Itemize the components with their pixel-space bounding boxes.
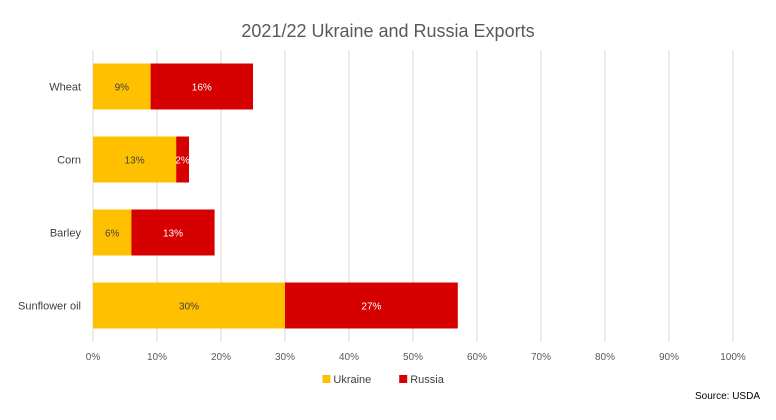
x-tick-labels: 0% 10% 20% 30% 40% 50% 60% 70% 80% 90% 100%: [86, 352, 746, 363]
x-tick-label: 30%: [275, 352, 295, 363]
chart-title: 2021/22 Ukraine and Russia Exports: [241, 21, 534, 41]
bars: 9% 16% 13% 2% 6% 13% 30% 27%: [93, 63, 458, 329]
category-label: Corn: [57, 155, 81, 167]
data-label: 9%: [115, 83, 130, 94]
x-tick-label: 40%: [339, 352, 359, 363]
x-tick-label: 60%: [467, 352, 487, 363]
bar-ukraine: [93, 63, 151, 110]
x-tick-label: 90%: [659, 352, 679, 363]
data-label: 27%: [361, 302, 381, 313]
bar-russia: [131, 209, 215, 256]
bar-russia: [285, 282, 458, 329]
category-label: Barley: [50, 228, 82, 240]
data-label: 13%: [125, 156, 145, 167]
legend-label: Ukraine: [333, 374, 371, 386]
x-tick-label: 50%: [403, 352, 423, 363]
x-tick-label: 80%: [595, 352, 615, 363]
legend-swatch-russia: [399, 375, 408, 383]
data-label: 30%: [179, 302, 199, 313]
x-tick-label: 70%: [531, 352, 551, 363]
x-tick-label: 20%: [211, 352, 231, 363]
data-label: 6%: [105, 229, 120, 240]
category-label: Wheat: [49, 82, 81, 94]
x-tick-label: 10%: [147, 352, 167, 363]
data-label: 2%: [175, 156, 190, 167]
data-label: 13%: [163, 229, 183, 240]
data-label: 16%: [192, 83, 212, 94]
x-tick-label: 100%: [720, 352, 746, 363]
bar-ukraine: [93, 282, 285, 329]
bar-ukraine: [93, 209, 132, 256]
category-label: Sunflower oil: [18, 301, 81, 313]
source-note: Source: USDA: [695, 391, 760, 402]
legend-swatch-ukraine: [322, 375, 331, 383]
category-labels: Wheat Corn Barley Sunflower oil: [18, 82, 81, 313]
x-tick-label: 0%: [86, 352, 101, 363]
bar-russia: [150, 63, 253, 110]
bar-ukraine: [93, 136, 177, 183]
bar-russia: [176, 136, 189, 183]
legend-label: Russia: [410, 374, 445, 386]
legend: Ukraine Russia: [322, 374, 445, 386]
